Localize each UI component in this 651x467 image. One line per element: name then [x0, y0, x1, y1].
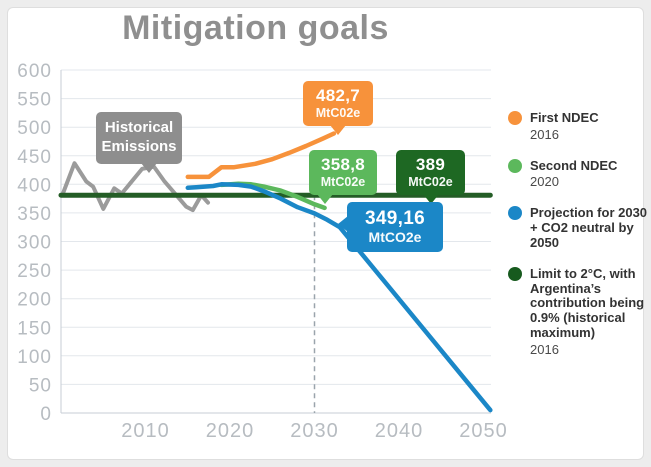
svg-text:150: 150 — [17, 318, 52, 339]
first-ndec-dot-icon — [508, 111, 522, 125]
svg-text:2030: 2030 — [290, 420, 339, 442]
svg-text:500: 500 — [17, 118, 52, 139]
callout-limit: 389 MtC02e — [396, 150, 465, 205]
svg-text:350: 350 — [17, 204, 52, 225]
callout-second-ndec-value: 358,8 — [320, 155, 366, 174]
legend-label-projection: Projection for 2030 + CO2 neutral by 205… — [530, 205, 648, 250]
svg-text:600: 600 — [17, 61, 52, 82]
callout-projection: 349,16 MtCO2e — [338, 202, 443, 252]
legend-sub-second-ndec: 2020 — [530, 174, 559, 190]
legend-item-projection: Projection for 2030 + CO2 neutral by 205… — [508, 205, 648, 250]
legend-label-limit: Limit to 2°C, with Argentina’s contribut… — [530, 265, 645, 340]
callout-second-ndec: 358,8 MtC02e — [309, 150, 377, 205]
callout-limit-unit: MtC02e — [408, 175, 453, 190]
svg-text:450: 450 — [17, 147, 52, 168]
callout-limit-value: 389 — [415, 155, 446, 174]
legend-sub-limit: 2016 — [530, 341, 559, 357]
svg-text:200: 200 — [17, 290, 52, 311]
legend-label-second-ndec: Second NDEC — [530, 157, 618, 173]
callout-limit-tail — [422, 194, 439, 205]
legend: First NDEC 2016 Second NDEC 2020 Project… — [508, 110, 648, 358]
callout-historical-line1: Historical — [104, 119, 174, 136]
callout-projection-value: 349,16 — [365, 208, 425, 229]
legend-item-limit: Limit to 2°C, with Argentina’s contribut… — [508, 265, 648, 358]
svg-text:400: 400 — [17, 175, 52, 196]
callout-second-ndec-unit: MtC02e — [320, 175, 366, 190]
callout-second-ndec-tail — [317, 194, 333, 205]
svg-text:2010: 2010 — [121, 420, 170, 442]
svg-text:2020: 2020 — [206, 420, 255, 442]
svg-text:0: 0 — [40, 404, 52, 425]
legend-sub-first-ndec: 2016 — [530, 126, 559, 142]
callout-first-ndec-tail — [330, 125, 346, 136]
callout-projection-tail — [338, 216, 348, 232]
projection-dot-icon — [508, 206, 522, 221]
callout-historical-tail — [140, 162, 157, 173]
callout-first-ndec-value: 482,7 — [315, 86, 361, 105]
svg-text:550: 550 — [17, 90, 52, 111]
svg-text:2050: 2050 — [459, 420, 508, 442]
callout-historical-line2: Emissions — [101, 137, 177, 155]
callout-first-ndec: 482,7 MtC02e — [303, 81, 373, 136]
svg-text:100: 100 — [17, 347, 52, 368]
callout-first-ndec-unit: MtC02e — [315, 106, 361, 121]
legend-item-second-ndec: Second NDEC 2020 — [508, 157, 648, 191]
callout-projection-unit: MtCO2e — [368, 229, 422, 246]
svg-text:250: 250 — [17, 261, 52, 282]
page-title: Mitigation goals — [122, 9, 389, 47]
callout-historical-emissions: Historical Emissions — [96, 112, 182, 173]
limit-dot-icon — [508, 266, 522, 281]
svg-text:50: 50 — [29, 375, 52, 396]
legend-item-first-ndec: First NDEC 2016 — [508, 110, 648, 143]
second-ndec-dot-icon — [508, 158, 522, 173]
legend-label-first-ndec: First NDEC — [530, 110, 599, 125]
svg-text:300: 300 — [17, 233, 52, 254]
svg-text:2040: 2040 — [375, 420, 424, 442]
